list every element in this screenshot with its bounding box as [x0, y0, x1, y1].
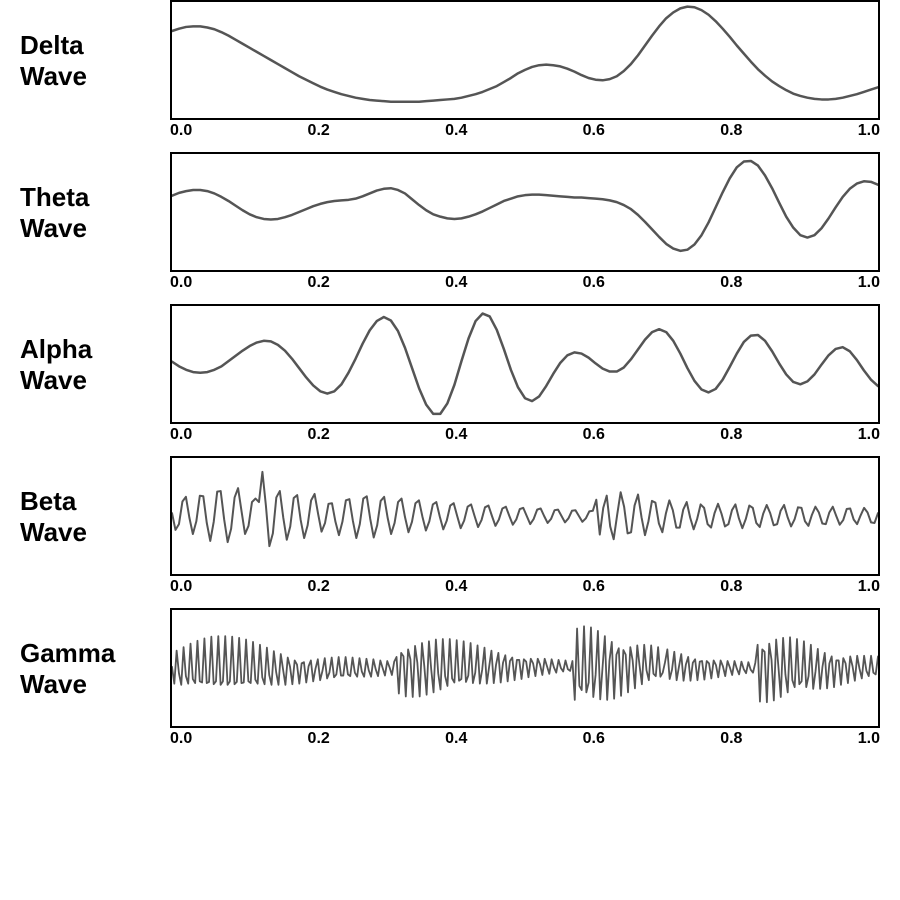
delta-plot-wrap: 0.0 0.2 0.4 0.6 0.8 1.0 — [170, 0, 880, 140]
delta-wave-svg — [172, 2, 878, 118]
gamma-wave-path — [172, 626, 878, 702]
xtick-label: 0.4 — [445, 730, 467, 748]
label-line2: Wave — [20, 61, 170, 92]
label-line2: Wave — [20, 669, 170, 700]
xtick-label: 0.0 — [170, 274, 192, 292]
alpha-wave-label: AlphaWave — [0, 304, 170, 396]
xtick-label: 0.6 — [583, 274, 605, 292]
beta-wave-svg — [172, 458, 878, 574]
delta-plot — [170, 0, 880, 120]
xtick-label: 0.0 — [170, 578, 192, 596]
xtick-label: 0.4 — [445, 122, 467, 140]
alpha-wave-row: AlphaWave 0.0 0.2 0.4 0.6 0.8 1.0 — [0, 304, 900, 444]
beta-wave-label: BetaWave — [0, 456, 170, 548]
xtick-label: 0.8 — [720, 122, 742, 140]
xtick-label: 0.6 — [583, 578, 605, 596]
xtick-label: 1.0 — [858, 122, 880, 140]
xtick-label: 0.0 — [170, 730, 192, 748]
xtick-label: 0.0 — [170, 426, 192, 444]
theta-wave-svg — [172, 154, 878, 270]
gamma-xticks: 0.0 0.2 0.4 0.6 0.8 1.0 — [170, 730, 880, 748]
label-line2: Wave — [20, 365, 170, 396]
label-line1: Gamma — [20, 638, 170, 669]
eeg-waves-figure: DeltaWave0.00.20.40.60.81.0ThetaWave0.00… — [0, 0, 900, 900]
beta-plot — [170, 456, 880, 576]
xtick-label: 0.8 — [720, 578, 742, 596]
xtick-label: 0.4 — [445, 426, 467, 444]
xtick-label: 0.6 — [583, 730, 605, 748]
xtick-label: 0.2 — [308, 426, 330, 444]
xtick-label: 0.4 — [445, 274, 467, 292]
xtick-label: 0.2 — [308, 122, 330, 140]
theta-plot — [170, 152, 880, 272]
theta-xticks: 0.0 0.2 0.4 0.6 0.8 1.0 — [170, 274, 880, 292]
beta-xticks: 0.0 0.2 0.4 0.6 0.8 1.0 — [170, 578, 880, 596]
xtick-label: 0.4 — [445, 578, 467, 596]
xtick-label: 0.2 — [308, 274, 330, 292]
delta-wave-path — [172, 7, 878, 102]
alpha-plot-wrap: 0.0 0.2 0.4 0.6 0.8 1.0 — [170, 304, 880, 444]
delta-wave-row: DeltaWave 0.0 0.2 0.4 0.6 0.8 1.0 — [0, 0, 900, 140]
label-line1: Theta — [20, 182, 170, 213]
xtick-label: 0.8 — [720, 426, 742, 444]
xtick-label: 0.8 — [720, 730, 742, 748]
label-line1: Alpha — [20, 334, 170, 365]
xtick-label: 0.2 — [308, 578, 330, 596]
delta-wave-label: DeltaWave — [0, 0, 170, 92]
alpha-wave-path — [172, 314, 878, 414]
theta-wave-path — [172, 161, 878, 251]
xtick-label: 0.6 — [583, 426, 605, 444]
delta-xticks: 0.0 0.2 0.4 0.6 0.8 1.0 — [170, 122, 880, 140]
xtick-label: 1.0 — [858, 730, 880, 748]
gamma-wave-row: GammaWave 0.0 0.2 0.4 0.6 0.8 1.0 — [0, 608, 900, 748]
xtick-label: 1.0 — [858, 274, 880, 292]
label-line2: Wave — [20, 213, 170, 244]
gamma-wave-label: GammaWave — [0, 608, 170, 700]
beta-plot-wrap: 0.0 0.2 0.4 0.6 0.8 1.0 — [170, 456, 880, 596]
gamma-wave-svg — [172, 610, 878, 726]
alpha-plot — [170, 304, 880, 424]
alpha-wave-svg — [172, 306, 878, 422]
xtick-label: 0.6 — [583, 122, 605, 140]
beta-wave-path — [172, 472, 878, 546]
gamma-plot-wrap: 0.0 0.2 0.4 0.6 0.8 1.0 — [170, 608, 880, 748]
theta-plot-wrap: 0.0 0.2 0.4 0.6 0.8 1.0 — [170, 152, 880, 292]
xtick-label: 0.8 — [720, 274, 742, 292]
xtick-label: 1.0 — [858, 578, 880, 596]
label-line1: Beta — [20, 486, 170, 517]
xtick-label: 0.0 — [170, 122, 192, 140]
theta-wave-label: ThetaWave — [0, 152, 170, 244]
alpha-xticks: 0.0 0.2 0.4 0.6 0.8 1.0 — [170, 426, 880, 444]
label-line2: Wave — [20, 517, 170, 548]
theta-wave-row: ThetaWave 0.0 0.2 0.4 0.6 0.8 1.0 — [0, 152, 900, 292]
label-line1: Delta — [20, 30, 170, 61]
xtick-label: 1.0 — [858, 426, 880, 444]
xtick-label: 0.2 — [308, 730, 330, 748]
beta-wave-row: BetaWave 0.0 0.2 0.4 0.6 0.8 1.0 — [0, 456, 900, 596]
gamma-plot — [170, 608, 880, 728]
